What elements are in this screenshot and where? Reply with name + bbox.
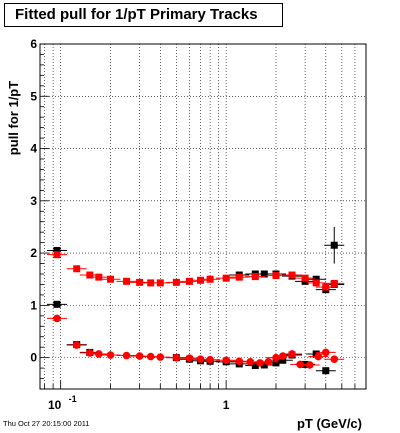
data-point xyxy=(86,349,94,357)
data-point xyxy=(196,355,205,364)
y-tick-label: 1 xyxy=(30,298,37,312)
data-point xyxy=(197,276,205,284)
data-point xyxy=(86,271,94,279)
data-point xyxy=(246,358,255,366)
y-axis-label: pull for 1/pT xyxy=(6,81,21,155)
data-point xyxy=(222,356,230,365)
data-point xyxy=(330,279,338,287)
data-point xyxy=(146,352,155,361)
data-point xyxy=(322,367,330,375)
data-point xyxy=(206,275,214,283)
data-point xyxy=(95,273,103,281)
data-point xyxy=(279,352,287,360)
data-point xyxy=(322,283,330,291)
data-point xyxy=(53,300,61,308)
data-point xyxy=(235,357,244,366)
x-tick-label: 10 xyxy=(48,398,62,412)
data-point xyxy=(321,348,330,357)
y-tick-label: 2 xyxy=(30,246,37,260)
data-point xyxy=(272,359,280,367)
data-point xyxy=(272,353,280,362)
data-point xyxy=(106,351,115,359)
data-point xyxy=(251,273,259,281)
data-point xyxy=(264,358,273,366)
data-point xyxy=(185,354,194,362)
y-tick-label: 5 xyxy=(30,89,37,103)
data-point xyxy=(305,361,314,369)
data-point xyxy=(312,279,320,287)
timestamp: Thu Oct 27 20:15:00 2011 xyxy=(3,419,90,428)
data-point xyxy=(53,314,61,323)
y-tick-label: 6 xyxy=(30,37,37,51)
data-point xyxy=(156,353,165,361)
y-tick-label: 3 xyxy=(30,194,37,208)
data-point xyxy=(279,356,287,364)
data-point xyxy=(301,274,309,282)
data-point xyxy=(251,361,259,369)
y-tick-label: 0 xyxy=(30,351,37,365)
data-point xyxy=(135,352,144,360)
x-axis-label: pT (GeV/c) xyxy=(297,416,362,431)
axes: 0 1 2 3 4 5 6 10 -1 1 xyxy=(30,37,367,412)
data-point xyxy=(172,278,180,286)
data-markers xyxy=(46,226,345,375)
data-point xyxy=(73,265,81,273)
data-point xyxy=(330,355,339,364)
data-point xyxy=(106,275,114,283)
data-point xyxy=(260,270,268,278)
data-point xyxy=(312,275,320,283)
data-point xyxy=(123,277,131,285)
data-point xyxy=(136,278,144,286)
chart-title: Fitted pull for 1/pT Primary Tracks xyxy=(4,3,283,27)
data-point xyxy=(314,352,323,361)
x-tick-label: 1 xyxy=(223,398,230,412)
data-point xyxy=(296,360,304,369)
data-point xyxy=(72,341,81,349)
data-point xyxy=(222,274,230,282)
data-point xyxy=(288,271,296,279)
data-point xyxy=(122,351,131,360)
data-point xyxy=(172,353,181,362)
data-point xyxy=(95,350,103,358)
data-point xyxy=(53,246,61,254)
data-point xyxy=(260,361,268,369)
data-point xyxy=(235,273,243,281)
x-tick-label-exponent: -1 xyxy=(69,394,77,404)
data-point xyxy=(185,277,193,285)
data-point xyxy=(272,272,280,280)
plot-frame xyxy=(39,43,367,390)
data-point xyxy=(53,251,61,259)
y-tick-label: 4 xyxy=(30,142,37,156)
data-point xyxy=(256,359,264,367)
data-point xyxy=(206,355,214,364)
data-point xyxy=(288,350,296,358)
data-point xyxy=(156,279,164,287)
